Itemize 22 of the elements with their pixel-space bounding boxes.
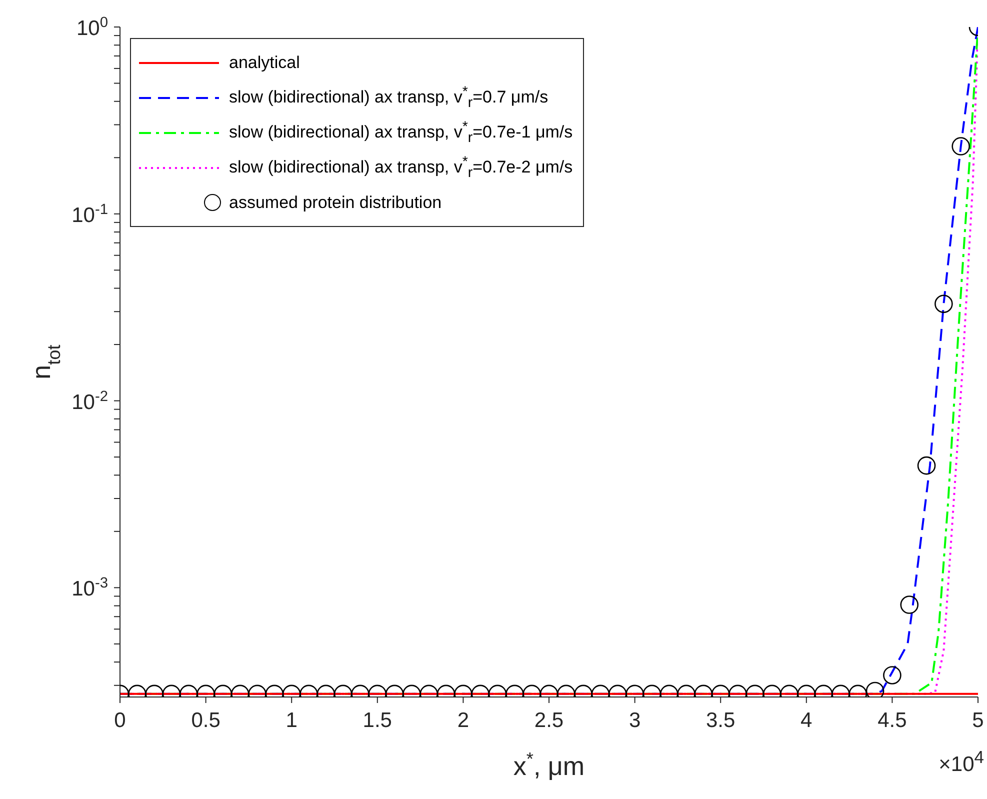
y-tick-label: 10$^{-1}$	[72, 202, 108, 227]
y-tick-label: 10$^{0}$	[76, 15, 108, 40]
text: ×10$^{4}$	[938, 747, 984, 777]
legend-label: slow (bidirectional) ax transp, v$^{*}$$_{r}$=0.7e-2 μm/s	[229, 154, 573, 182]
legend-label: slow (bidirectional) ax transp, v$^{*}$$_{r}$=0.7e-1 μm/s	[229, 118, 573, 146]
x-tick-label: 1	[286, 709, 298, 732]
x-tick-label: 1.5	[362, 709, 392, 732]
x-tick-label: 3.5	[706, 709, 736, 732]
y-tick-label: 10$^{-3}$	[72, 576, 108, 601]
x-tick-label: 2.5	[534, 709, 564, 732]
x-tick-label: 4	[800, 709, 813, 732]
y-tick-label: 10$^{-2}$	[72, 388, 108, 414]
x-tick-label: 0.5	[191, 709, 220, 732]
legend-label: analytical	[229, 52, 300, 72]
x-tick-label: 5	[972, 709, 984, 732]
x-axis-title: x$^{*}$, μm	[513, 749, 585, 781]
x-tick-label: 2	[457, 709, 470, 732]
legend-label: assumed protein distribution	[229, 192, 442, 212]
x-tick-label: 3	[628, 709, 641, 732]
x-tick-label: 4.5	[878, 709, 907, 732]
x-tick-label: 0	[114, 709, 126, 732]
legend-label: slow (bidirectional) ax transp, v$^{*}$$_{r}$=0.7 μm/s	[229, 84, 548, 112]
